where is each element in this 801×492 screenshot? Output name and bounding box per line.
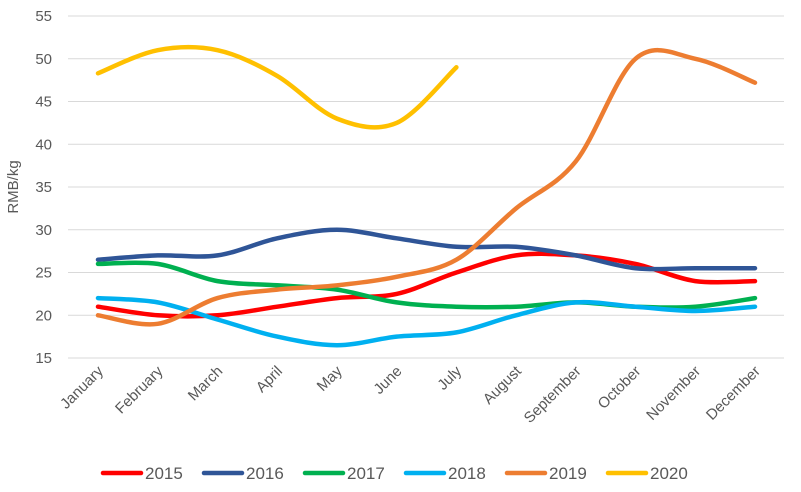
x-tick-label: May — [314, 362, 346, 394]
series-line-2018 — [95, 295, 758, 348]
y-tick-label: 40 — [35, 136, 52, 153]
x-tick-label: April — [253, 363, 286, 396]
y-tick-label: 50 — [35, 51, 52, 68]
x-tick-label: December — [703, 363, 764, 424]
y-tick-label: 55 — [35, 8, 52, 25]
series-line-2016 — [95, 227, 758, 272]
y-tick-label: 30 — [35, 222, 52, 239]
x-axis-ticks: January February March April May June July Augu… — [57, 362, 764, 426]
legend-label-2015: 2015 — [145, 464, 183, 483]
x-tick-label: June — [370, 363, 405, 398]
x-tick-label: January — [57, 362, 107, 412]
y-tick-label: 45 — [35, 94, 52, 111]
series-line-2020 — [95, 44, 459, 130]
y-axis-title: RMB/kg — [5, 160, 22, 213]
x-tick-label: July — [434, 362, 465, 393]
series-line-2019 — [95, 48, 758, 327]
x-tick-label: October — [595, 363, 645, 413]
legend-label-2017: 2017 — [347, 464, 385, 483]
y-tick-label: 35 — [35, 179, 52, 196]
legend-label-2020: 2020 — [650, 464, 688, 483]
y-tick-label: 20 — [35, 307, 52, 324]
series-lines — [95, 44, 758, 348]
x-tick-label: September — [521, 363, 585, 427]
x-tick-label: March — [185, 363, 226, 404]
y-tick-label: 25 — [35, 265, 52, 282]
y-tick-label: 15 — [35, 350, 52, 367]
series-line-2015 — [95, 251, 758, 319]
legend-label-2018: 2018 — [448, 464, 486, 483]
x-tick-label: August — [480, 362, 526, 408]
y-axis-ticks: 15 20 25 30 35 40 45 50 55 — [35, 8, 52, 367]
x-tick-label: November — [643, 363, 704, 424]
legend-label-2016: 2016 — [246, 464, 284, 483]
legend: 2015 2016 2017 2018 2019 2020 — [100, 464, 688, 483]
x-tick-label: February — [112, 362, 167, 417]
legend-label-2019: 2019 — [549, 464, 587, 483]
